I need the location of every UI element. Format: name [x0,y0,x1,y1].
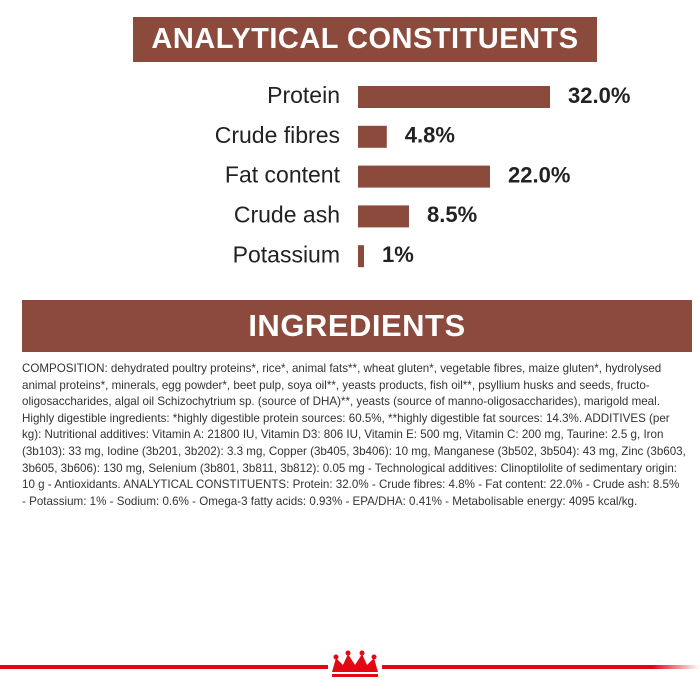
composition-text: COMPOSITION: dehydrated poultry proteins… [22,362,686,508]
value-label: 4.8% [405,123,455,148]
value-label: 8.5% [427,202,477,227]
category-label: Crude fibres [215,122,340,148]
bar [358,86,550,108]
value-label: 32.0% [568,83,630,108]
chart-title: ANALYTICAL CONSTITUENTS [133,17,597,62]
crown-logo [332,650,378,677]
bar [358,125,387,148]
section-title: INGREDIENTS [22,300,692,352]
category-label: Protein [267,82,340,108]
brand-line [0,665,328,669]
bar [358,165,490,188]
bar [358,245,364,268]
category-label: Crude ash [234,201,340,227]
category-label: Potassium [233,241,340,267]
value-label: 22.0% [508,162,570,187]
bar [358,205,409,228]
value-label: 1% [382,242,414,267]
brand-line [382,665,700,669]
category-label: Fat content [225,162,341,188]
chart: Protein 32.0% Crude fibres 4.8% Fat content 2… [215,82,631,268]
footer-brand [0,650,700,677]
